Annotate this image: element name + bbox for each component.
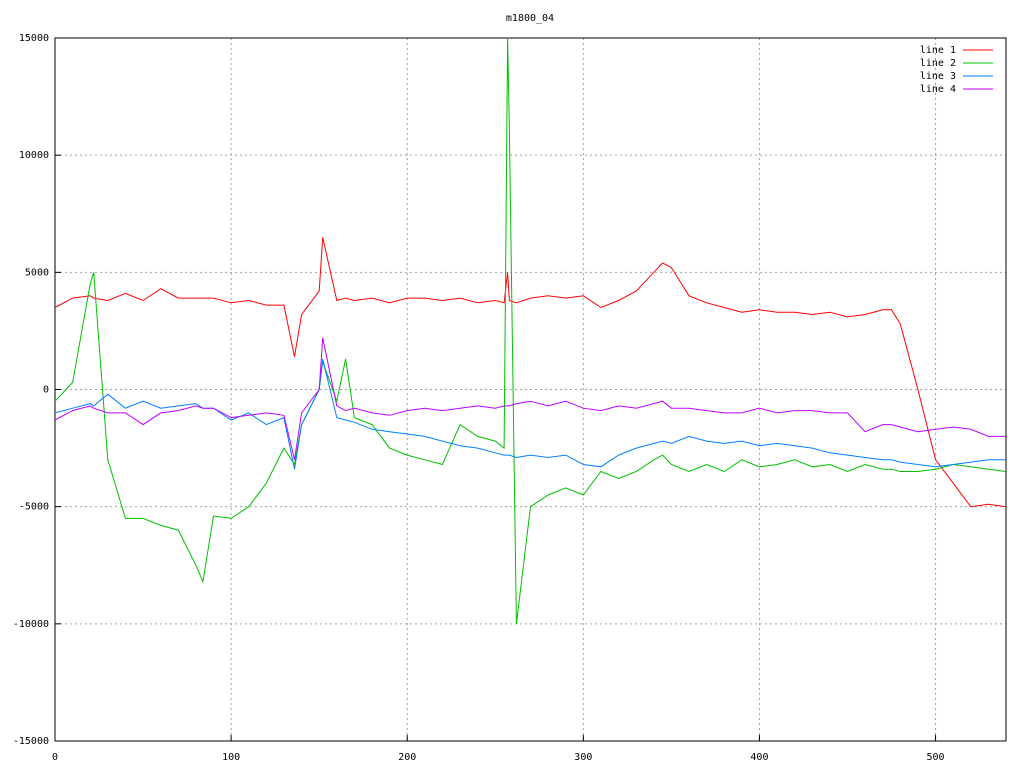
y-tick-label: -10000 — [13, 619, 49, 630]
legend-label: line 2 — [920, 58, 956, 69]
legend-label: line 4 — [920, 84, 956, 95]
x-tick-label: 300 — [574, 752, 592, 763]
x-tick-label: 500 — [927, 752, 945, 763]
data-line — [54, 237, 1007, 508]
y-tick-label: 10000 — [19, 150, 49, 161]
x-tick-label: 0 — [52, 752, 58, 763]
y-tick-label: 5000 — [25, 267, 49, 278]
y-tick-label: -5000 — [19, 502, 49, 513]
x-tick-label: 200 — [398, 752, 416, 763]
legend-label: line 1 — [920, 45, 956, 56]
chart-title: m1800_04 — [506, 13, 554, 24]
data-line — [54, 337, 1006, 460]
x-tick-label: 400 — [750, 752, 768, 763]
data-line — [54, 37, 1007, 624]
plot-frame — [54, 37, 1007, 742]
data-line — [54, 358, 1006, 470]
y-tick-label: -15000 — [13, 736, 49, 747]
legend-label: line 3 — [920, 71, 956, 82]
x-tick-label: 100 — [222, 752, 240, 763]
y-tick-label: 0 — [43, 385, 49, 396]
y-tick-label: 15000 — [19, 33, 49, 44]
